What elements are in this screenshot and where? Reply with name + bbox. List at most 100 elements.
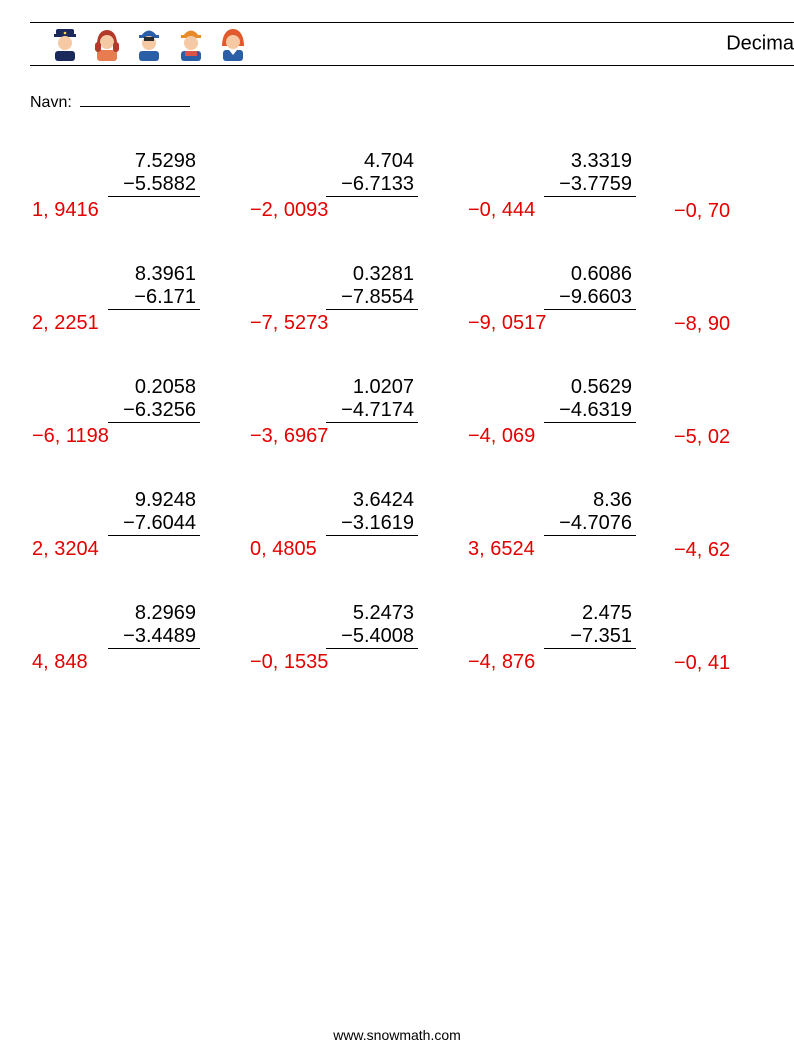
woman1-icon <box>92 27 122 61</box>
problem-stack: 7.5298 −5.5882 <box>20 150 200 197</box>
problem-cell-partial: −8, 90 <box>674 263 792 336</box>
problem-row: 0.2058 −6.3256 −6, 1198 1.0207 −4.7174 −… <box>20 376 794 449</box>
subtrahend: −3.1619 <box>326 512 418 536</box>
subtrahend: −6.171 <box>108 286 200 310</box>
minuend: 0.3281 <box>238 263 418 286</box>
problem-cell: 8.36 −4.7076 3, 6524 <box>456 489 674 562</box>
problem-cell-partial: −4, 62 <box>674 489 792 562</box>
minuend: 5.2473 <box>238 602 418 625</box>
subtrahend: −6.3256 <box>108 399 200 423</box>
problem-cell: 0.2058 −6.3256 −6, 1198 <box>20 376 238 449</box>
answer: −6, 1198 <box>20 425 238 448</box>
subtrahend: −5.5882 <box>108 173 200 197</box>
minuend: 0.2058 <box>20 376 200 399</box>
minuend: 9.9248 <box>20 489 200 512</box>
subtrahend: −6.7133 <box>326 173 418 197</box>
problem-cell: 8.3961 −6.171 2, 2251 <box>20 263 238 336</box>
police-icon <box>50 27 80 61</box>
problem-cell: 1.0207 −4.7174 −3, 6967 <box>238 376 456 449</box>
subtrahend: −5.4008 <box>326 625 418 649</box>
subtrahend: −7.6044 <box>108 512 200 536</box>
answer-partial: −0, 41 <box>674 652 792 675</box>
subtrahend: −4.7174 <box>326 399 418 423</box>
woman2-icon <box>218 27 248 61</box>
answer: 2, 2251 <box>20 312 238 335</box>
problem-row: 7.5298 −5.5882 1, 9416 4.704 −6.7133 −2,… <box>20 150 794 223</box>
name-input-line[interactable] <box>80 92 190 107</box>
problem-stack: 0.6086 −9.6603 <box>456 263 636 310</box>
minuend: 8.36 <box>456 489 636 512</box>
subtrahend: −4.7076 <box>544 512 636 536</box>
minuend: 0.6086 <box>456 263 636 286</box>
subtrahend: −4.6319 <box>544 399 636 423</box>
problem-cell: 0.3281 −7.8554 −7, 5273 <box>238 263 456 336</box>
worksheet-page: Decima Navn: 7.5298 −5.5882 1, 9416 4.70… <box>0 0 794 1053</box>
minuend: 2.475 <box>456 602 636 625</box>
answer-partial: −5, 02 <box>674 426 792 449</box>
answer: −3, 6967 <box>238 425 456 448</box>
subtrahend: −7.8554 <box>326 286 418 310</box>
page-footer: www.snowmath.com <box>0 1027 794 1043</box>
problems-grid: 7.5298 −5.5882 1, 9416 4.704 −6.7133 −2,… <box>20 150 794 715</box>
minuend: 1.0207 <box>238 376 418 399</box>
answer: 2, 3204 <box>20 538 238 561</box>
problem-stack: 4.704 −6.7133 <box>238 150 418 197</box>
answer: −0, 1535 <box>238 651 456 674</box>
minuend: 8.3961 <box>20 263 200 286</box>
problem-cell: 3.6424 −3.1619 0, 4805 <box>238 489 456 562</box>
problem-cell: 2.475 −7.351 −4, 876 <box>456 602 674 675</box>
minuend: 3.3319 <box>456 150 636 173</box>
problem-cell-partial: −5, 02 <box>674 376 792 449</box>
answer: 4, 848 <box>20 651 238 674</box>
problem-stack: 2.475 −7.351 <box>456 602 636 649</box>
problem-cell: 7.5298 −5.5882 1, 9416 <box>20 150 238 223</box>
minuend: 4.704 <box>238 150 418 173</box>
page-header: Decima <box>30 22 794 66</box>
subtrahend: −3.7759 <box>544 173 636 197</box>
worker1-icon <box>134 27 164 61</box>
answer: −0, 444 <box>456 199 674 222</box>
answer: −7, 5273 <box>238 312 456 335</box>
minuend: 0.5629 <box>456 376 636 399</box>
problem-cell-partial: −0, 70 <box>674 150 792 223</box>
answer: −4, 876 <box>456 651 674 674</box>
minuend: 8.2969 <box>20 602 200 625</box>
problem-cell: 3.3319 −3.7759 −0, 444 <box>456 150 674 223</box>
problem-cell: 4.704 −6.7133 −2, 0093 <box>238 150 456 223</box>
problem-row: 8.2969 −3.4489 4, 848 5.2473 −5.4008 −0,… <box>20 602 794 675</box>
problem-stack: 1.0207 −4.7174 <box>238 376 418 423</box>
problem-row: 9.9248 −7.6044 2, 3204 3.6424 −3.1619 0,… <box>20 489 794 562</box>
answer-partial: −0, 70 <box>674 200 792 223</box>
problem-cell: 9.9248 −7.6044 2, 3204 <box>20 489 238 562</box>
answer-partial: −8, 90 <box>674 313 792 336</box>
subtrahend: −7.351 <box>544 625 636 649</box>
problem-stack: 0.5629 −4.6319 <box>456 376 636 423</box>
answer: 1, 9416 <box>20 199 238 222</box>
builder-icon <box>176 27 206 61</box>
problem-cell: 8.2969 −3.4489 4, 848 <box>20 602 238 675</box>
problem-stack: 5.2473 −5.4008 <box>238 602 418 649</box>
problem-cell: 0.5629 −4.6319 −4, 069 <box>456 376 674 449</box>
problem-cell: 5.2473 −5.4008 −0, 1535 <box>238 602 456 675</box>
name-label: Navn: <box>30 94 72 111</box>
problem-stack: 0.2058 −6.3256 <box>20 376 200 423</box>
problem-stack: 8.2969 −3.4489 <box>20 602 200 649</box>
answer: −2, 0093 <box>238 199 456 222</box>
problem-stack: 3.3319 −3.7759 <box>456 150 636 197</box>
problem-stack: 8.3961 −6.171 <box>20 263 200 310</box>
problem-stack: 9.9248 −7.6044 <box>20 489 200 536</box>
answer: −4, 069 <box>456 425 674 448</box>
answer: 0, 4805 <box>238 538 456 561</box>
problem-stack: 3.6424 −3.1619 <box>238 489 418 536</box>
minuend: 3.6424 <box>238 489 418 512</box>
minuend: 7.5298 <box>20 150 200 173</box>
problem-cell: 0.6086 −9.6603 −9, 0517 <box>456 263 674 336</box>
problem-stack: 8.36 −4.7076 <box>456 489 636 536</box>
name-label-row: Navn: <box>30 92 190 112</box>
problem-row: 8.3961 −6.171 2, 2251 0.3281 −7.8554 −7,… <box>20 263 794 336</box>
page-title-partial: Decima <box>726 33 794 56</box>
answer-partial: −4, 62 <box>674 539 792 562</box>
subtrahend: −9.6603 <box>544 286 636 310</box>
answer: 3, 6524 <box>456 538 674 561</box>
answer: −9, 0517 <box>456 312 674 335</box>
